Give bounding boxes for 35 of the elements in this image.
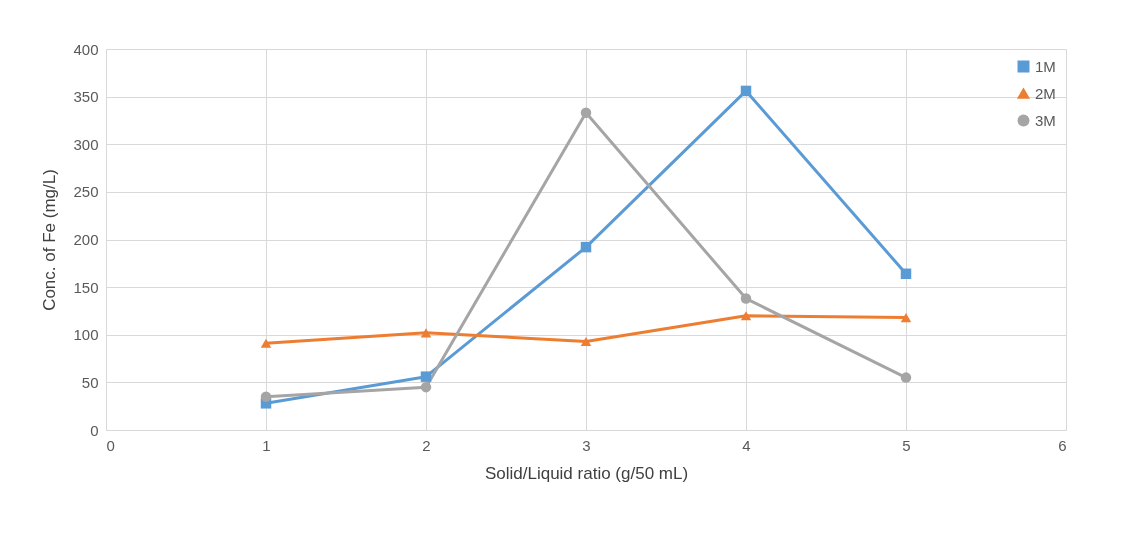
y-tick-label: 150 — [73, 278, 99, 296]
point — [740, 85, 752, 97]
legend-label: 1M — [1035, 57, 1056, 75]
point — [740, 311, 752, 321]
point — [900, 313, 912, 323]
x-tick-label: 6 — [1058, 436, 1067, 454]
x-tick-label: 0 — [106, 436, 115, 454]
point — [900, 268, 912, 280]
y-tick-label: 50 — [81, 373, 99, 391]
point — [580, 336, 592, 346]
y-tick-label: 300 — [73, 135, 99, 153]
y-tick-label: 200 — [73, 231, 99, 248]
x-tick-label: 4 — [742, 436, 751, 454]
y-tick-label: 400 — [73, 40, 99, 58]
y-tick-label: 350 — [73, 88, 99, 106]
x-tick-label: 3 — [582, 436, 591, 454]
point — [580, 241, 592, 253]
point — [420, 381, 432, 393]
x-tick-label: 1 — [262, 436, 271, 454]
point — [580, 107, 592, 119]
y-tick-label: 0 — [90, 421, 99, 439]
x-tick-label: 5 — [902, 436, 911, 454]
point — [420, 328, 432, 338]
legend-label: 3M — [1035, 111, 1056, 129]
x-tick-label: 2 — [422, 436, 431, 454]
y-tick-label: 100 — [73, 326, 99, 344]
point — [260, 391, 272, 402]
point — [740, 293, 752, 304]
point — [260, 338, 272, 348]
legend-label: 2M — [1035, 84, 1056, 102]
y-tick-label: 250 — [73, 183, 99, 201]
y-axis-title: Conc. of Fe (mg/L) — [40, 169, 60, 311]
x-axis-title: Solid/Liquid ratio (g/50 mL) — [484, 463, 689, 483]
point — [900, 372, 912, 383]
point — [420, 371, 432, 382]
